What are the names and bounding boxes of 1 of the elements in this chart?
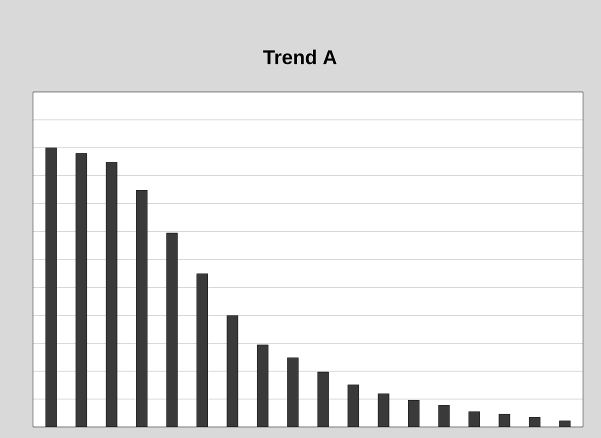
- chart-title: Trend A: [263, 50, 337, 64]
